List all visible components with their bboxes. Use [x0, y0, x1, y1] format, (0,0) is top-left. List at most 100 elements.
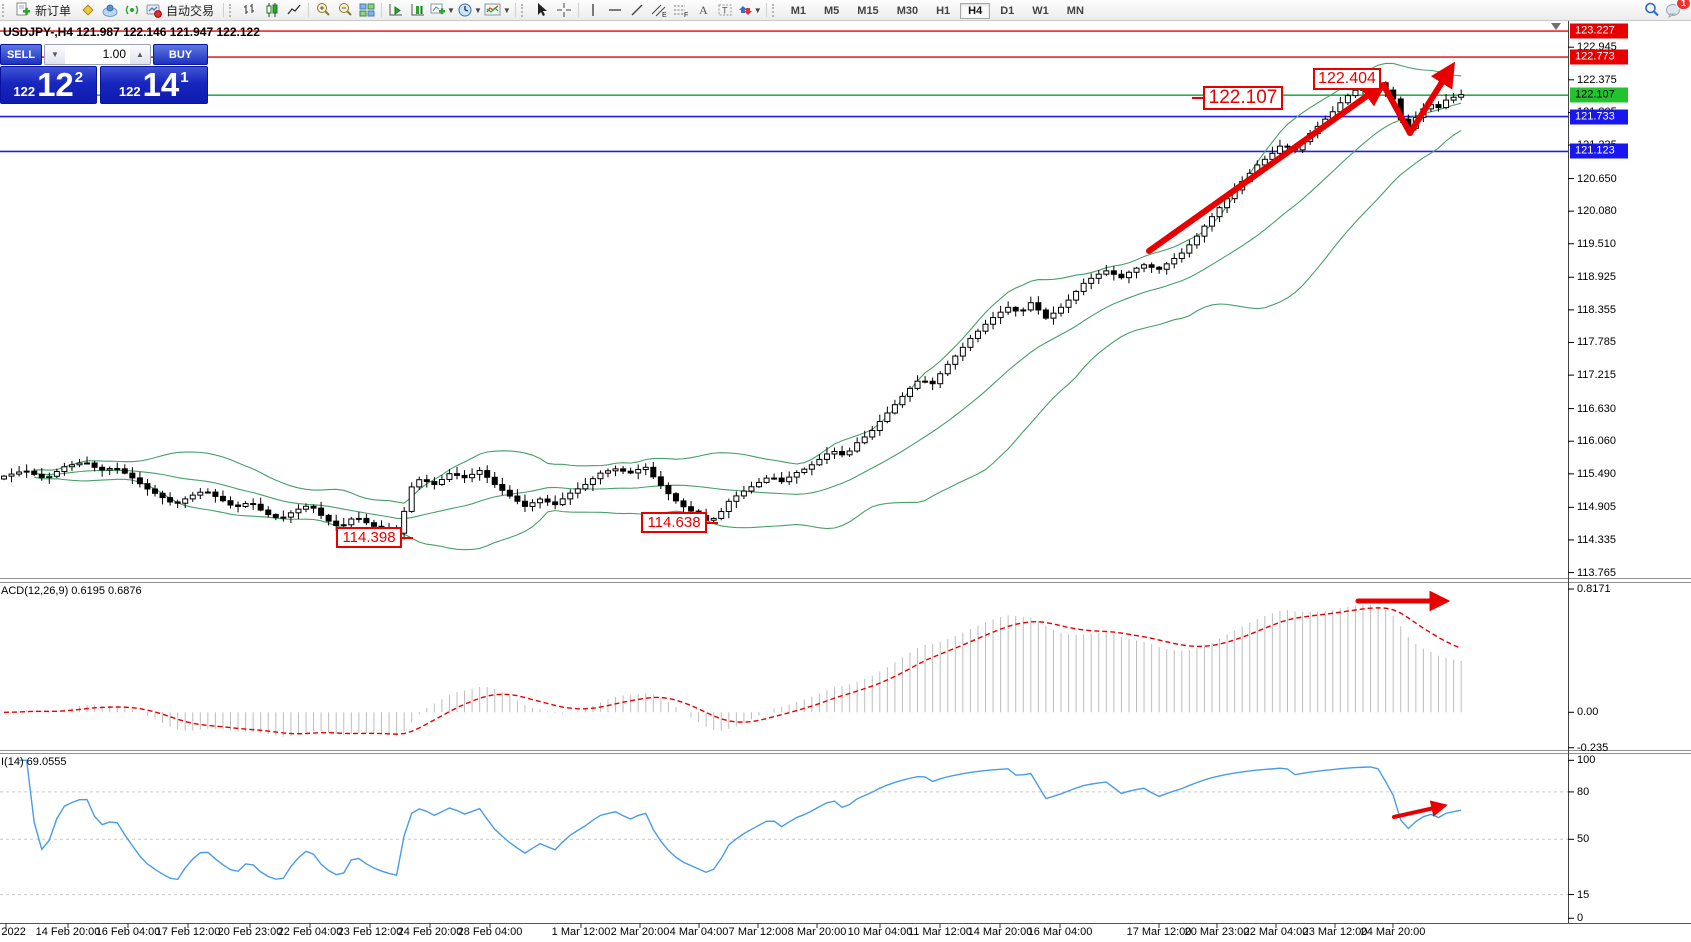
fibonacci-tool-icon[interactable]: F [670, 1, 692, 19]
metaeditor-icon[interactable] [77, 1, 99, 19]
price-tick-label: 115.490 [1577, 467, 1616, 480]
rsi-axis-label: 50 [1577, 833, 1590, 846]
time-tick-label: 17 Feb 12:00 [155, 926, 221, 938]
price-annotation-box: 122.107 [1203, 86, 1283, 110]
text-tool-icon[interactable]: A [692, 1, 714, 19]
price-level-label: 121.733 [1570, 109, 1628, 125]
macd-axis-label: 0.00 [1577, 706, 1599, 719]
price-tick-label: 117.215 [1577, 369, 1616, 382]
timeframe-button-m1[interactable]: M1 [790, 5, 806, 17]
new-order-label[interactable]: 新订单 [35, 3, 72, 18]
zoom-out-icon[interactable] [334, 1, 356, 19]
new-chart-icon[interactable]: ▼ [429, 1, 456, 19]
trendline-tool-icon[interactable] [626, 1, 648, 19]
toolbar-separator [765, 3, 767, 17]
notifications-icon[interactable]: 1 [1663, 0, 1691, 19]
timeframe-button-m15[interactable]: M15 [857, 5, 879, 17]
cursor-tool-icon[interactable] [531, 1, 553, 19]
toolbar-separator [308, 3, 310, 17]
price-tick-label: 118.355 [1577, 303, 1616, 316]
search-icon[interactable] [1641, 1, 1663, 19]
timeframe-button-m30[interactable]: M30 [896, 5, 919, 17]
rsi-axis-label: 80 [1577, 785, 1590, 798]
vertical-line-tool-icon[interactable] [582, 1, 604, 19]
toolbar-separator [223, 3, 225, 17]
candlestick-mode-icon[interactable] [261, 1, 283, 19]
macd-axis-label: -0.235 [1577, 741, 1609, 754]
arrows-tool-icon[interactable]: ▼ [736, 1, 763, 19]
tile-windows-icon[interactable] [356, 1, 378, 19]
timeframe-button-m5[interactable]: M5 [824, 5, 840, 17]
time-tick-label: 28 Feb 04:00 [457, 926, 523, 938]
buy-button[interactable]: BUY [153, 44, 208, 65]
time-tick-label: 14 Feb 20:00 [35, 926, 101, 938]
notification-count-badge: 1 [1675, 0, 1691, 10]
toolbar-grip[interactable] [520, 3, 528, 17]
horizontal-line-tool-icon[interactable] [604, 1, 626, 19]
time-tick-label: 11 Mar 12:00 [907, 926, 973, 938]
timeframe-switcher: M1 M5 M15 M30 H1 H4 D1 W1 MN [782, 3, 1093, 19]
toolbar: 新订单 自动交易 [0, 0, 1691, 21]
volume-decrease-button[interactable]: ▼ [45, 45, 65, 64]
price-tick-label: 120.080 [1577, 205, 1617, 218]
price-axis: 122.945122.375121.805121.235120.650120.0… [1569, 0, 1691, 942]
svg-text:F: F [684, 12, 688, 18]
chart-shift-icon[interactable] [407, 1, 429, 19]
toolbar-separator [577, 3, 579, 17]
volume-value[interactable]: 1.00 [102, 47, 126, 61]
toolbar-grip[interactable] [229, 3, 236, 17]
time-tick-label: 20 Mar 23:00 [1184, 926, 1250, 938]
macd-axis-label: 0.8171 [1577, 583, 1611, 596]
channel-tool-icon[interactable]: E [648, 1, 670, 19]
zoom-in-icon[interactable] [312, 1, 334, 19]
timeframe-button-w1[interactable]: W1 [1032, 5, 1049, 17]
crosshair-tool-icon[interactable] [553, 1, 575, 19]
chart-shift-marker[interactable] [1551, 23, 1561, 30]
svg-text:E: E [662, 12, 667, 18]
signals-icon[interactable] [121, 1, 143, 19]
price-tick-label: 120.650 [1577, 172, 1617, 185]
chevron-down-icon: ▼ [753, 5, 762, 15]
timeframe-button-h1[interactable]: H1 [936, 5, 951, 17]
autotrading-icon[interactable] [143, 1, 165, 19]
time-tick-label: eb 2022 [0, 926, 26, 938]
text-label-tool-icon[interactable]: T [714, 1, 736, 19]
sell-button[interactable]: SELL [0, 44, 42, 65]
bar-chart-mode-icon[interactable] [239, 1, 261, 19]
svg-text:T: T [722, 6, 728, 16]
timeframe-button-mn[interactable]: MN [1066, 5, 1084, 17]
time-tick-label: 17 Mar 12:00 [1126, 926, 1192, 938]
time-tick-label: 7 Mar 12:00 [728, 926, 788, 938]
toolbar-separator [514, 3, 516, 17]
indicators-icon[interactable]: ▼ [483, 1, 512, 19]
chart-title: USDJPY-,H4 121.987 122.146 121.947 122.1… [3, 25, 260, 39]
toolbar-grip[interactable] [771, 3, 779, 17]
autotrading-label[interactable]: 自动交易 [166, 3, 215, 18]
time-tick-label: 2 Mar 20:00 [610, 926, 670, 938]
price-tick-label: 117.785 [1577, 336, 1616, 349]
ask-price-box[interactable]: 122 14 1 [99, 66, 208, 104]
community-icon[interactable] [99, 1, 121, 19]
rsi-axis-label: 0 [1577, 912, 1584, 925]
auto-scroll-icon[interactable] [385, 1, 407, 19]
line-chart-mode-icon[interactable] [283, 1, 305, 19]
price-level-label: 121.123 [1570, 143, 1628, 159]
price-tick-label: 114.335 [1577, 533, 1616, 546]
time-tick-label: 16 Feb 04:00 [95, 926, 161, 938]
toolbar-grip[interactable] [2, 3, 9, 17]
timeframe-button-h4[interactable]: H4 [960, 3, 991, 19]
price-level-label: 122.107 [1570, 87, 1628, 103]
macd-indicator-label: ACD(12,26,9) 0.6195 0.6876 [1, 585, 142, 597]
price-level-label: 122.773 [1570, 49, 1628, 65]
volume-increase-button[interactable]: ▲ [130, 45, 150, 64]
ask-pipette: 1 [180, 69, 189, 86]
rsi-axis-label: 100 [1577, 754, 1596, 767]
timeframe-button-d1[interactable]: D1 [1000, 5, 1015, 17]
new-order-icon[interactable] [12, 1, 34, 19]
bid-price-box[interactable]: 122 12 2 [0, 66, 97, 104]
periods-icon[interactable]: ▼ [456, 1, 483, 19]
time-tick-label: 24 Mar 20:00 [1360, 926, 1426, 938]
